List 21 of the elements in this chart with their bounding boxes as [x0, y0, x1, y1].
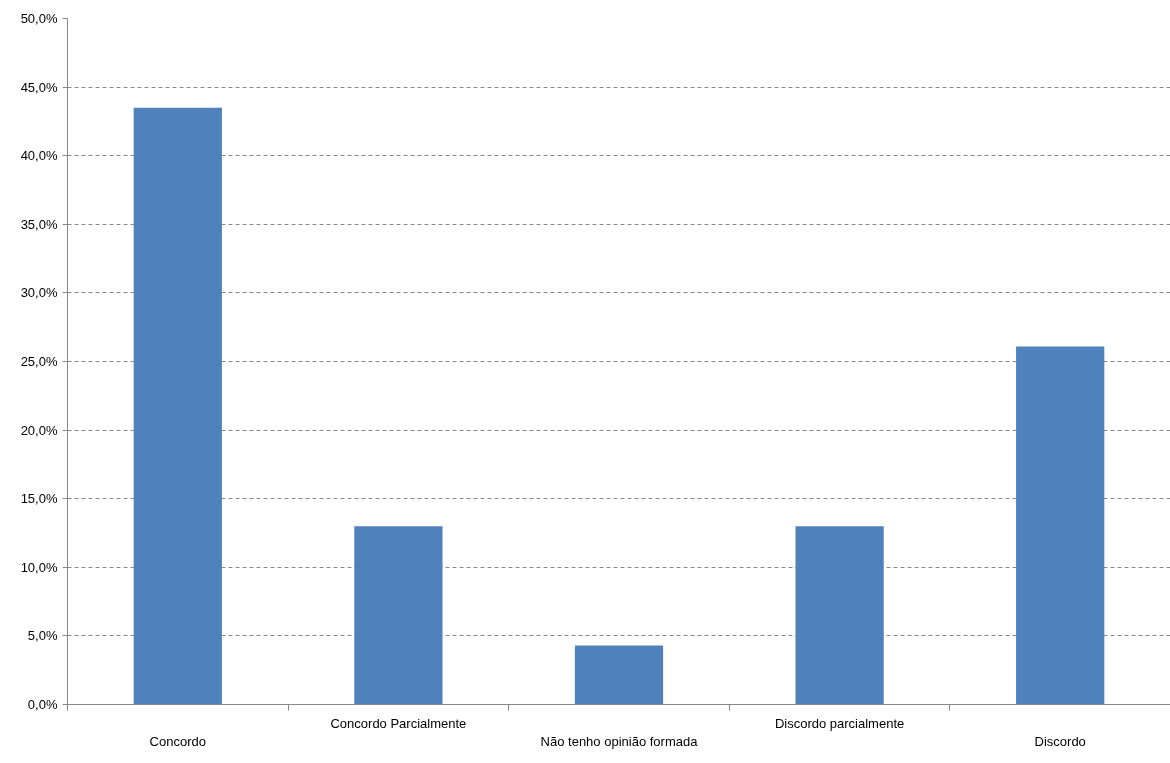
- bar: [795, 526, 884, 705]
- y-tick-label: 20,0%: [20, 422, 58, 438]
- x-tick-label: Concordo Parcialmente: [330, 715, 467, 731]
- y-tick-label: 25,0%: [20, 354, 58, 369]
- y-tick-label: 40,0%: [20, 148, 58, 164]
- y-tick-label: 35,0%: [20, 216, 58, 232]
- x-tick-label: Concordo: [149, 733, 206, 749]
- y-tick-label: 30,0%: [20, 285, 58, 301]
- bar: [574, 645, 664, 705]
- y-tick-label: 15,0%: [20, 491, 58, 507]
- y-tick-label: 5,0%: [27, 628, 58, 644]
- bar: [354, 526, 443, 705]
- x-tick-label: Discordo: [1034, 733, 1086, 749]
- x-tick-label: Discordo parcialmente: [774, 715, 905, 731]
- y-tick-label: 50,0%: [20, 11, 58, 26]
- x-tick-label: Não tenho opinião formada: [540, 733, 699, 749]
- y-tick-label: 10,0%: [20, 559, 58, 575]
- bar: [1016, 346, 1105, 705]
- y-tick-label: 0,0%: [27, 697, 58, 712]
- y-tick-label: 45,0%: [20, 79, 58, 95]
- bar: [133, 107, 222, 705]
